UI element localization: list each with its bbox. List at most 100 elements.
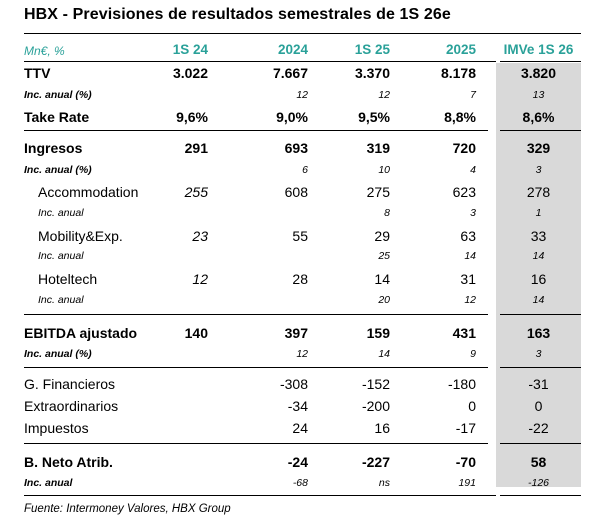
cell-imve-1s26: 163	[526, 325, 551, 341]
section-divider	[24, 443, 488, 444]
section-divider	[24, 130, 488, 131]
cell-imve-1s26: 14	[532, 250, 545, 262]
row-label: Inc. anual (%)	[24, 89, 92, 101]
source-note: Fuente: Intermoney Valores, HBX Group	[24, 503, 231, 515]
cell-imve-1s26: -126	[527, 477, 549, 489]
cell-1s25: 16	[374, 420, 390, 436]
cell-1s24: 3.022	[172, 65, 208, 81]
cell-imve-1s26: 3.820	[520, 65, 557, 81]
row-label: G. Financieros	[24, 376, 116, 392]
cell-2024: 6	[302, 164, 308, 176]
cell-1s24: 140	[184, 325, 208, 341]
row-label: TTV	[24, 65, 51, 81]
cell-imve-1s26: 13	[532, 89, 545, 101]
cell-2024: 24	[292, 420, 308, 436]
table-bottom-divider-highlight	[500, 495, 581, 496]
row-label: Inc. anual	[38, 294, 84, 306]
cell-2024: -34	[287, 398, 308, 414]
cell-2024: 397	[284, 325, 308, 341]
col-header-1s24: 1S 24	[172, 42, 208, 57]
table-bottom-divider	[24, 495, 496, 496]
cell-2024: 7.667	[272, 65, 308, 81]
cell-imve-1s26: 16	[530, 271, 547, 287]
cell-1s25: -152	[361, 376, 390, 392]
cell-2024: 55	[292, 228, 308, 244]
row-label: Inc. anual	[38, 207, 84, 219]
section-divider-highlight	[500, 130, 581, 131]
header-divider	[24, 61, 496, 62]
page-title: HBX - Previsiones de resultados semestra…	[24, 6, 451, 23]
col-header-2024: 2024	[277, 42, 308, 57]
cell-1s25: 20	[378, 294, 390, 306]
cell-1s25: -200	[361, 398, 390, 414]
cell-2025: 4	[470, 164, 476, 176]
cell-2025: 8.178	[440, 65, 476, 81]
cell-imve-1s26: 0	[534, 398, 543, 414]
cell-1s25: 319	[366, 140, 390, 156]
cell-2025: 0	[468, 398, 476, 414]
cell-1s25: 14	[378, 348, 390, 360]
cell-2025: 14	[464, 250, 476, 262]
cell-2025: 12	[464, 294, 476, 306]
cell-1s25: 12	[378, 89, 390, 101]
row-label: Inc. anual	[38, 250, 84, 262]
col-header-imve-1s26: IMVe 1S 26	[503, 42, 574, 57]
row-label: Take Rate	[24, 109, 90, 125]
section-divider	[24, 367, 488, 368]
cell-2024: 28	[292, 271, 308, 287]
header-divider-highlight	[500, 61, 581, 62]
cell-imve-1s26: 8,6%	[522, 109, 555, 125]
cell-1s25: 10	[378, 164, 390, 176]
cell-2025: 8,8%	[444, 109, 476, 125]
cell-imve-1s26: 1	[535, 207, 542, 219]
row-label: Mobility&Exp.	[38, 228, 123, 244]
row-label: Accommodation	[38, 184, 139, 200]
section-divider-highlight	[500, 443, 581, 444]
cell-2025: 431	[452, 325, 476, 341]
cell-1s24: 23	[192, 228, 208, 244]
cell-1s24: 255	[184, 184, 208, 200]
cell-2024: -68	[292, 477, 308, 489]
row-label: Inc. anual	[24, 477, 73, 489]
cell-2024: 693	[284, 140, 308, 156]
cell-2025: 720	[452, 140, 476, 156]
cell-1s25: 25	[378, 250, 390, 262]
cell-1s25: 275	[366, 184, 390, 200]
cell-imve-1s26: 3	[535, 164, 542, 176]
cell-imve-1s26: -31	[528, 376, 549, 392]
cell-1s25: 9,5%	[358, 109, 390, 125]
col-header-1s25: 1S 25	[354, 42, 390, 57]
cell-1s25: 159	[366, 325, 390, 341]
row-label: EBITDA ajustado	[24, 325, 138, 341]
cell-2025: 9	[470, 348, 476, 360]
cell-imve-1s26: 14	[532, 294, 545, 306]
cell-1s25: -227	[361, 454, 390, 470]
cell-2024: 9,0%	[276, 109, 308, 125]
row-label: Hoteltech	[38, 271, 98, 287]
cell-2025: 7	[470, 89, 476, 101]
cell-1s25: 8	[384, 207, 390, 219]
cell-2025: -180	[447, 376, 476, 392]
row-label: B. Neto Atrib.	[24, 454, 113, 470]
cell-1s25: 29	[374, 228, 390, 244]
title-divider	[24, 33, 581, 34]
cell-imve-1s26: -22	[528, 420, 549, 436]
row-label: Inc. anual (%)	[24, 348, 92, 360]
cell-imve-1s26: 278	[526, 184, 551, 200]
cell-2025: -17	[455, 420, 476, 436]
col-header-2025: 2025	[445, 42, 476, 57]
section-divider-highlight	[500, 314, 581, 315]
cell-2025: 3	[470, 207, 476, 219]
cell-2025: -70	[455, 454, 476, 470]
cell-2024: 608	[284, 184, 308, 200]
cell-imve-1s26: 58	[530, 454, 547, 470]
cell-1s25: ns	[378, 477, 390, 489]
cell-1s24: 12	[192, 271, 208, 287]
cell-2025: 31	[460, 271, 476, 287]
row-label: Ingresos	[24, 140, 83, 156]
cell-2024: 12	[296, 348, 308, 360]
section-divider	[24, 314, 488, 315]
units-label: Mn€, %	[24, 44, 65, 58]
row-label: Impuestos	[24, 420, 89, 436]
cell-2025: 623	[452, 184, 476, 200]
